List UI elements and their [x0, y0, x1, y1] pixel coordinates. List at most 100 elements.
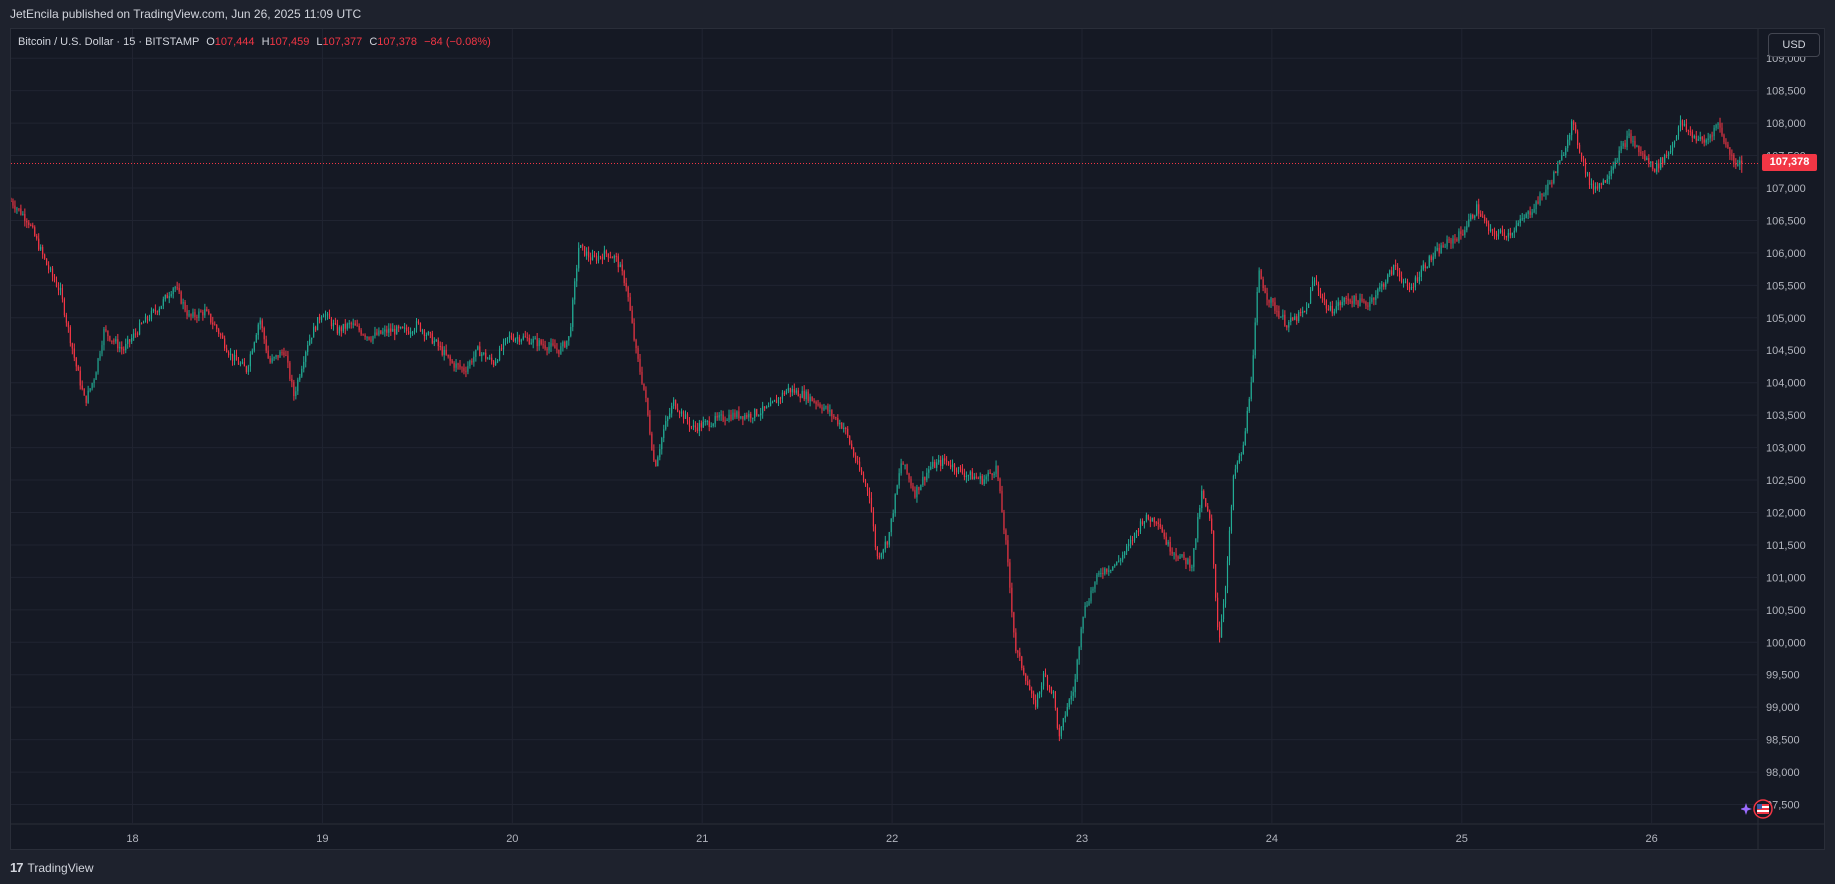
candle-body: [267, 350, 269, 359]
candle-body: [1327, 308, 1329, 311]
candle-body: [172, 288, 174, 295]
candle: [138, 319, 141, 336]
candle-body: [362, 334, 364, 336]
candle: [550, 338, 552, 352]
candle-body: [764, 406, 766, 409]
candle: [1381, 280, 1383, 293]
candle: [1442, 241, 1444, 248]
candle: [1436, 242, 1438, 252]
candle-body: [394, 328, 396, 335]
candle: [1185, 557, 1187, 570]
sparkle-icon[interactable]: [1741, 803, 1752, 815]
candle-body: [1037, 694, 1039, 707]
candle-body: [186, 310, 188, 316]
candle: [920, 484, 922, 491]
currency-button[interactable]: USD: [1768, 33, 1820, 57]
candle: [884, 535, 886, 553]
candle: [1309, 287, 1312, 305]
candle: [1527, 210, 1529, 220]
candle-body: [1167, 541, 1169, 545]
us-flag-icon[interactable]: [1753, 799, 1773, 819]
tradingview-brand[interactable]: 17 TradingView: [10, 860, 94, 875]
candle: [1323, 292, 1326, 306]
candle-body: [1082, 616, 1084, 629]
candle-body: [1191, 566, 1193, 568]
candle-body: [556, 348, 558, 350]
candle-body: [257, 324, 259, 335]
candle-body: [402, 326, 404, 329]
candle: [625, 277, 627, 292]
candle-body: [1573, 121, 1575, 125]
candle: [789, 387, 791, 398]
price-axis[interactable]: 97,50098,00098,50099,00099,500100,000100…: [1766, 53, 1806, 811]
candle: [249, 351, 251, 372]
candle-body: [1062, 718, 1064, 727]
candle-body: [1735, 163, 1737, 165]
candle: [528, 334, 530, 345]
candle: [419, 322, 422, 332]
candle-body: [1298, 312, 1300, 321]
candle-body: [1052, 691, 1055, 694]
candle-body: [813, 401, 815, 403]
candle: [1234, 464, 1236, 479]
candle: [888, 531, 890, 548]
candle: [1652, 160, 1654, 172]
candle-body: [837, 418, 839, 425]
candle-body: [1487, 223, 1490, 231]
candle-body: [508, 335, 511, 338]
candle-body: [269, 358, 271, 363]
candle-body: [1343, 298, 1345, 302]
candle-body: [49, 268, 52, 270]
candlestick-chart[interactable]: 97,50098,00098,50099,00099,500100,000100…: [11, 29, 1825, 850]
candle: [1715, 123, 1717, 131]
candle-body: [184, 302, 186, 311]
candle-body: [1031, 690, 1033, 694]
candle-body: [657, 457, 659, 467]
candle-body: [1404, 281, 1407, 283]
time-tick-label: 24: [1266, 833, 1278, 845]
candle-body: [1600, 183, 1602, 185]
indicator-icons[interactable]: [1741, 799, 1781, 819]
candle: [303, 356, 305, 373]
candle-body: [1266, 293, 1268, 300]
candle: [1598, 182, 1600, 193]
candle: [880, 552, 882, 560]
candle: [111, 340, 113, 345]
candle-body: [1385, 281, 1387, 287]
candle-body: [702, 421, 704, 428]
candle: [295, 386, 297, 400]
candle-body: [1420, 269, 1422, 277]
symbol-title[interactable]: Bitcoin / U.S. Dollar · 15 · BITSTAMP: [18, 36, 200, 48]
candle-body: [857, 461, 859, 463]
candle: [892, 509, 894, 523]
candle-body: [95, 372, 97, 380]
candle: [1294, 313, 1296, 321]
candle-body: [313, 326, 315, 338]
candle: [746, 412, 748, 420]
candle: [1460, 226, 1462, 240]
candle-body: [1173, 553, 1175, 555]
candle-body: [586, 251, 588, 256]
candle: [736, 410, 738, 419]
chart-frame[interactable]: 97,500 98,000 98,500 99,000 99,500 100,000 100…: [10, 28, 1825, 850]
candle-body: [419, 323, 422, 331]
candle: [1217, 592, 1219, 631]
candle-body: [951, 464, 954, 468]
candle-body: [1418, 276, 1420, 282]
candle: [570, 323, 572, 338]
candle: [1218, 621, 1221, 643]
price-tick-label: 99,500: [1766, 670, 1800, 682]
candle: [538, 338, 540, 351]
candle: [1052, 690, 1055, 699]
candle-body: [692, 425, 695, 427]
candle-body: [1693, 136, 1695, 138]
candle: [1393, 264, 1395, 276]
candle: [1226, 556, 1229, 594]
candle-body: [552, 343, 554, 346]
candle: [1092, 586, 1094, 594]
candle: [1027, 675, 1029, 686]
candle: [152, 308, 155, 313]
candle: [677, 403, 679, 413]
candle-body: [487, 358, 489, 360]
time-axis[interactable]: 18 19 20 21 22 23 24 25 26: [126, 833, 1657, 845]
